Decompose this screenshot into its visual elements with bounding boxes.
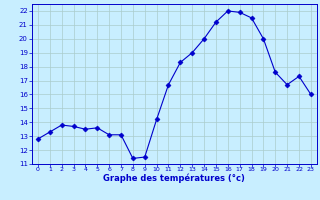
X-axis label: Graphe des températures (°c): Graphe des températures (°c) xyxy=(103,173,245,183)
